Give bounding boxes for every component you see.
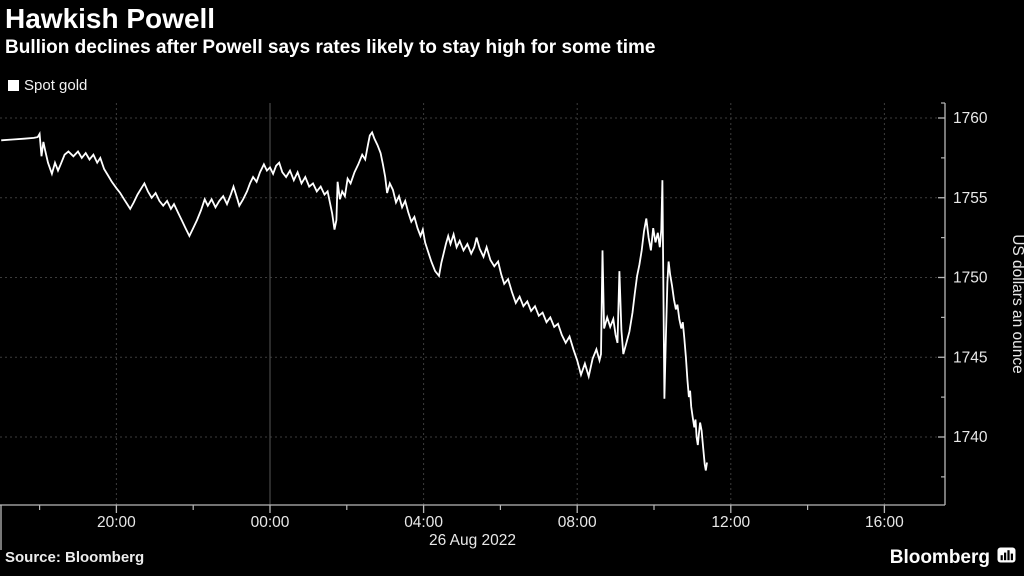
bloomberg-logo: Bloomberg xyxy=(890,547,1016,569)
y-tick-label: 1740 xyxy=(953,429,988,446)
x-tick-label: 08:00 xyxy=(558,514,597,531)
chart-header: Hawkish Powell Bullion declines after Po… xyxy=(5,2,655,60)
x-tick-label: 04:00 xyxy=(404,514,443,531)
source-note: Source: Bloomberg xyxy=(5,549,145,566)
gridlines xyxy=(0,103,945,505)
x-tick-label: 20:00 xyxy=(97,514,136,531)
y-tick-label: 1755 xyxy=(953,190,987,207)
y-tick-label: 1745 xyxy=(953,349,987,366)
page-title: Hawkish Powell xyxy=(5,3,216,34)
axes xyxy=(0,102,946,550)
x-tick-label: 12:00 xyxy=(711,514,750,531)
page-subtitle: Bullion declines after Powell says rates… xyxy=(5,37,656,58)
bloomberg-wordmark: Bloomberg xyxy=(889,547,990,568)
legend-label: Spot gold xyxy=(24,77,88,94)
y-tick-label: 1750 xyxy=(953,270,988,287)
price-line-group xyxy=(1,130,708,471)
axis-labels: 20:00 00:00 04:00 08:00 12:00 16:00 26 Aug 202… xyxy=(97,110,1024,549)
y-axis-title: US dollars an ounce xyxy=(1009,234,1024,374)
price-line xyxy=(1,130,708,471)
x-axis-date-label: 26 Aug 2022 xyxy=(429,532,516,549)
legend: Spot gold xyxy=(8,77,87,94)
x-tick-label: 16:00 xyxy=(865,514,904,531)
bloomberg-bars-icon xyxy=(997,547,1016,569)
x-tick-label: 00:00 xyxy=(251,514,290,531)
legend-square-marker-icon xyxy=(8,80,19,91)
y-tick-label: 1760 xyxy=(953,110,988,127)
